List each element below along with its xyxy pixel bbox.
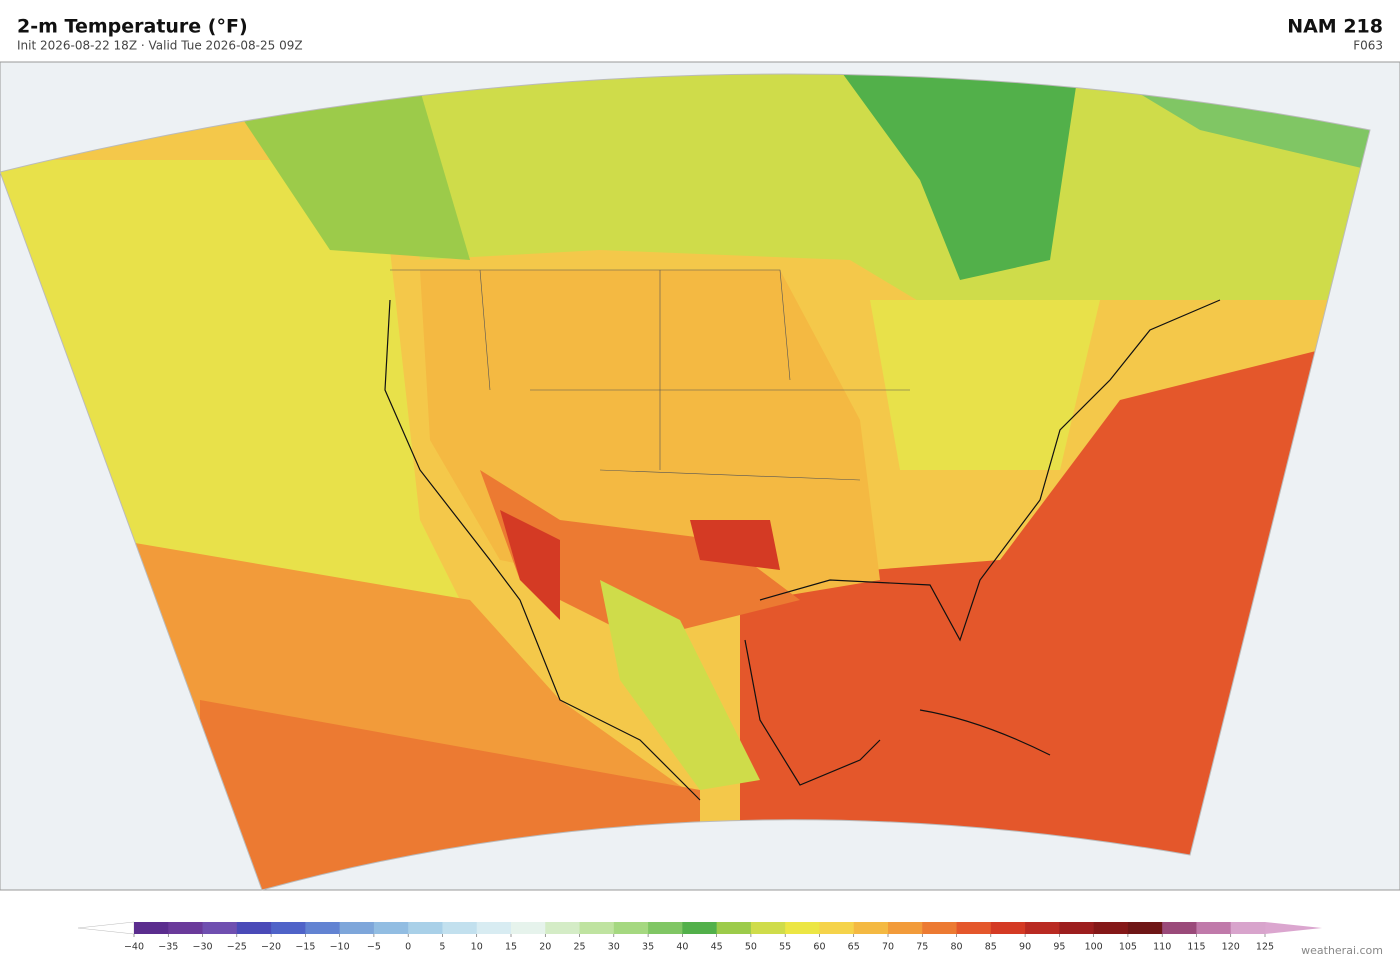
- color-bin: [168, 922, 203, 934]
- color-bin: [579, 922, 615, 934]
- color-bin: [750, 922, 786, 934]
- tick-label: 120: [1222, 942, 1240, 953]
- color-bin: [476, 922, 512, 934]
- color-bin: [236, 922, 272, 934]
- color-bin: [853, 922, 889, 934]
- color-bin: [990, 922, 1026, 934]
- tick-label: 15: [505, 942, 517, 953]
- tick-label: 95: [1053, 942, 1065, 953]
- tick-label: 35: [642, 942, 654, 953]
- color-bin: [1127, 922, 1163, 934]
- tick-label: 5: [439, 942, 445, 953]
- tick-label: 60: [813, 942, 825, 953]
- tick-label: 25: [573, 942, 585, 953]
- tick-label: 115: [1187, 942, 1205, 953]
- color-bin: [442, 922, 478, 934]
- tick-label: 105: [1119, 942, 1137, 953]
- color-bin: [1093, 922, 1129, 934]
- forecast-hour: F063: [1353, 39, 1383, 53]
- tick-label: 110: [1153, 942, 1171, 953]
- color-bin: [682, 922, 718, 934]
- tick-label: 20: [539, 942, 551, 953]
- watermark: weatherai.com: [1301, 944, 1383, 957]
- tick-label: −10: [330, 942, 350, 953]
- tick-label: −30: [193, 942, 213, 953]
- color-bin: [819, 922, 855, 934]
- tick-label: 0: [405, 942, 411, 953]
- tick-label: −20: [261, 942, 281, 953]
- tick-label: 75: [916, 942, 928, 953]
- color-bin: [785, 922, 820, 934]
- tick-label: 100: [1085, 942, 1103, 953]
- borders: [390, 269, 910, 481]
- model-name: NAM 218: [1287, 16, 1383, 38]
- subtitle: Init 2026-08-22 18Z · Valid Tue 2026-08-…: [17, 39, 303, 53]
- tick-label: 85: [985, 942, 997, 953]
- tick-label: 30: [608, 942, 620, 953]
- color-bin: [134, 922, 169, 934]
- color-bin: [888, 922, 923, 934]
- tick-label: −5: [367, 942, 381, 953]
- color-bin: [408, 922, 443, 934]
- tick-label: −15: [295, 942, 315, 953]
- coastline: [384, 299, 1221, 801]
- color-bin: [305, 922, 341, 934]
- color-bin: [271, 922, 306, 934]
- title: 2-m Temperature (°F): [17, 16, 248, 38]
- color-bin: [339, 922, 375, 934]
- tick-label: 40: [676, 942, 688, 953]
- tick-label: −40: [124, 942, 144, 953]
- color-bin: [373, 922, 409, 934]
- color-bin: [511, 922, 546, 934]
- tick-label: 80: [950, 942, 962, 953]
- tick-label: 50: [745, 942, 757, 953]
- tick-label: −25: [227, 942, 247, 953]
- color-bin: [922, 922, 957, 934]
- color-bin: [1196, 922, 1232, 934]
- over-triangle: [1265, 922, 1322, 934]
- tick-label: 45: [711, 942, 723, 953]
- domain-edge: [0, 73, 1371, 891]
- color-bin: [956, 922, 992, 934]
- color-bin: [613, 922, 649, 934]
- tick-label: 70: [882, 942, 894, 953]
- tick-label: −35: [158, 942, 178, 953]
- color-bin: [716, 922, 752, 934]
- tick-label: 65: [848, 942, 860, 953]
- color-bin: [648, 922, 683, 934]
- color-bin: [545, 922, 580, 934]
- color-bin: [202, 922, 238, 934]
- tick-label: 90: [1019, 942, 1031, 953]
- coastline: [744, 639, 1051, 786]
- map: [0, 61, 1400, 891]
- tick-label: 55: [779, 942, 791, 953]
- tick-label: 125: [1256, 942, 1274, 953]
- color-bin: [1230, 922, 1266, 934]
- color-bin: [1059, 922, 1095, 934]
- color-bin: [1025, 922, 1060, 934]
- tick-label: 10: [471, 942, 483, 953]
- colorbar: −40 −35 −30 −25 −20 −15 −10 −5 0 5 10 15 20 25 30 35 40 4…: [77, 921, 1322, 953]
- color-bin: [1162, 922, 1197, 934]
